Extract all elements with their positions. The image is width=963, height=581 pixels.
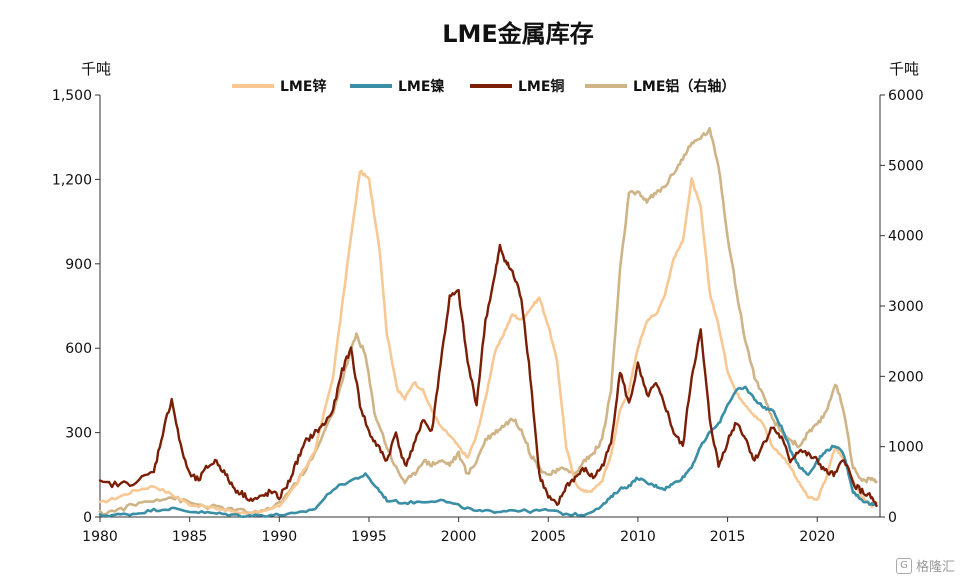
legend: LME锌 LME镍 LME铜 LME铝（右轴） bbox=[232, 78, 735, 95]
left-tick-label: 1,500 bbox=[52, 88, 92, 104]
legend-label: LME铜 bbox=[518, 78, 564, 95]
left-tick-label: 1,200 bbox=[52, 172, 92, 188]
series-line-aluminium bbox=[98, 126, 878, 516]
right-tick-label: 6000 bbox=[888, 88, 924, 104]
x-tick-label: 2005 bbox=[530, 529, 566, 545]
series-line-copper bbox=[98, 243, 878, 507]
series-line-zinc bbox=[98, 169, 878, 516]
plot-area bbox=[98, 126, 878, 518]
left-tick-label: 0 bbox=[83, 510, 92, 526]
axes: 0 300 600 900 1,200 1,500 0 1000 2000 3000 4000 500… bbox=[52, 88, 924, 545]
right-tick-label: 4000 bbox=[888, 229, 924, 245]
x-tick-label: 1980 bbox=[82, 529, 118, 545]
left-axis-unit: 千吨 bbox=[81, 60, 111, 78]
left-tick-label: 600 bbox=[65, 341, 92, 357]
right-tick-label: 1000 bbox=[888, 440, 924, 456]
right-tick-label: 2000 bbox=[888, 369, 924, 385]
watermark-text: 格隆汇 bbox=[915, 560, 955, 575]
x-tick-label: 2015 bbox=[710, 529, 746, 545]
right-tick-label: 5000 bbox=[888, 158, 924, 174]
legend-label: LME镍 bbox=[398, 78, 444, 95]
right-tick-label: 3000 bbox=[888, 299, 924, 315]
x-tick-label: 1985 bbox=[172, 529, 208, 545]
x-tick-label: 1995 bbox=[351, 529, 387, 545]
x-tick-label: 2000 bbox=[441, 529, 477, 545]
legend-label: LME铝（右轴） bbox=[633, 78, 735, 95]
left-tick-label: 300 bbox=[65, 426, 92, 442]
x-tick-label: 1990 bbox=[261, 529, 297, 545]
watermark: G 格隆汇 bbox=[895, 556, 955, 575]
left-tick-label: 900 bbox=[65, 257, 92, 273]
right-tick-label: 0 bbox=[888, 510, 897, 526]
chart-title: LME金属库存 bbox=[442, 20, 594, 48]
x-tick-label: 2020 bbox=[799, 529, 835, 545]
series-line-nickel bbox=[98, 385, 878, 518]
legend-label: LME锌 bbox=[280, 78, 326, 95]
x-tick-label: 2010 bbox=[620, 529, 656, 545]
right-axis-unit: 千吨 bbox=[889, 60, 919, 78]
watermark-logo-icon: G bbox=[895, 557, 912, 574]
